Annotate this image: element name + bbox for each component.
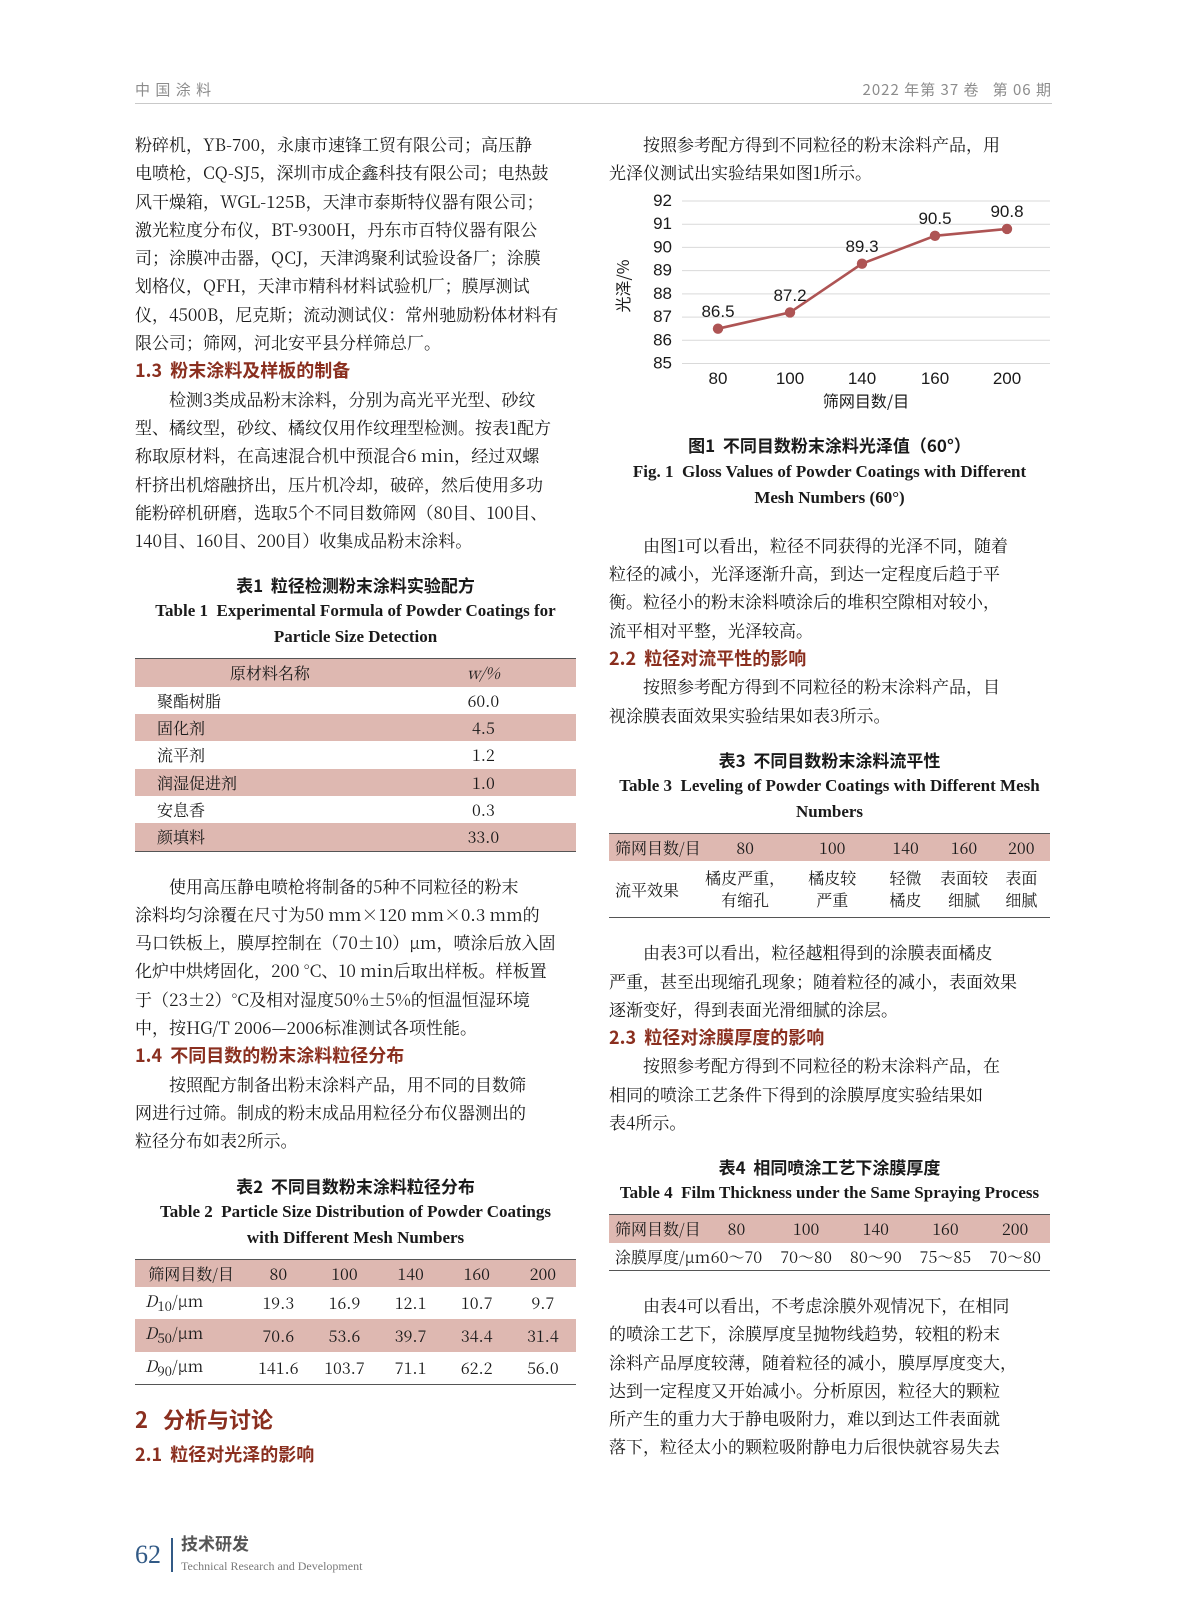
svg-text:100: 100 bbox=[776, 369, 804, 388]
svg-text:89.3: 89.3 bbox=[845, 237, 878, 256]
svg-text:92: 92 bbox=[653, 191, 672, 210]
svg-text:140: 140 bbox=[848, 369, 876, 388]
svg-text:86.5: 86.5 bbox=[701, 302, 734, 321]
svg-text:筛网目数/目: 筛网目数/目 bbox=[823, 388, 909, 412]
svg-text:200: 200 bbox=[993, 369, 1021, 388]
svg-text:80: 80 bbox=[709, 369, 728, 388]
svg-text:90.8: 90.8 bbox=[990, 202, 1023, 221]
svg-text:86: 86 bbox=[653, 330, 672, 349]
svg-text:87: 87 bbox=[653, 307, 672, 326]
svg-text:87.2: 87.2 bbox=[773, 286, 806, 305]
svg-text:91: 91 bbox=[653, 214, 672, 233]
svg-text:90.5: 90.5 bbox=[918, 209, 951, 228]
svg-text:88: 88 bbox=[653, 283, 672, 302]
svg-text:85: 85 bbox=[653, 353, 672, 372]
svg-text:光泽/%: 光泽/% bbox=[610, 259, 634, 312]
svg-text:90: 90 bbox=[653, 237, 672, 256]
svg-text:89: 89 bbox=[653, 260, 672, 279]
svg-text:160: 160 bbox=[921, 369, 949, 388]
